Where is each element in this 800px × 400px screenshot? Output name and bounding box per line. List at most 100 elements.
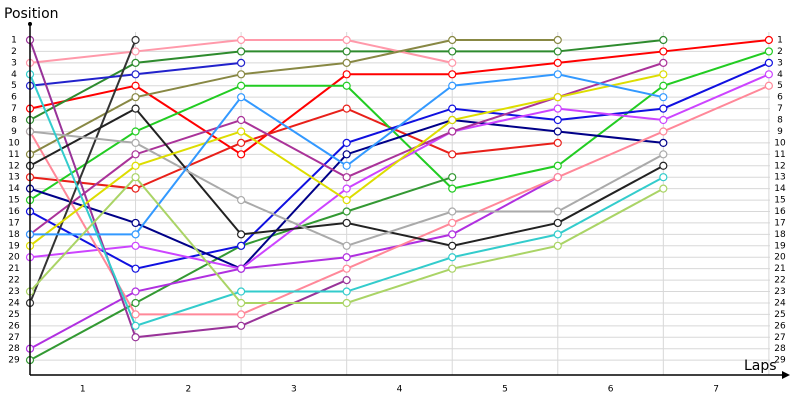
- point: [237, 70, 246, 79]
- point: [237, 35, 246, 45]
- y-tick-label: 13: [8, 173, 19, 183]
- point: [131, 218, 140, 228]
- y-tick-label: 25: [8, 310, 19, 320]
- point: [448, 253, 457, 262]
- y-tick-label: 19: [8, 241, 20, 251]
- point: [131, 298, 140, 308]
- point: [237, 115, 246, 125]
- point: [553, 58, 562, 67]
- y-tick-label: 8: [11, 116, 17, 126]
- point: [131, 321, 140, 330]
- point: [237, 230, 246, 239]
- y-tick-label-right: 19: [774, 241, 786, 251]
- point: [237, 93, 246, 102]
- y-tick-label: 1: [11, 36, 17, 46]
- point: [131, 241, 140, 250]
- point: [131, 287, 140, 296]
- point: [448, 150, 457, 159]
- point: [553, 47, 562, 56]
- point: [131, 104, 140, 113]
- y-tick-label-right: 1: [777, 36, 783, 46]
- point: [131, 47, 140, 56]
- y-tick-label-right: 2: [777, 47, 783, 57]
- y-tick-label: 23: [8, 287, 19, 297]
- y-tick-label: 12: [8, 161, 19, 171]
- y-tick-label: 10: [8, 138, 20, 148]
- y-tick-label: 18: [8, 230, 20, 240]
- point: [131, 161, 140, 170]
- y-tick-label: 29: [8, 356, 20, 366]
- y-tick-label-right: 23: [774, 287, 785, 297]
- x-tick-label: 2: [185, 385, 191, 395]
- y-tick-label-right: 11: [774, 150, 785, 160]
- y-axis-title: Position: [4, 6, 59, 22]
- point: [342, 47, 351, 56]
- point: [237, 81, 246, 90]
- point: [131, 333, 140, 342]
- y-tick-label: 24: [8, 298, 20, 308]
- y-tick-label: 14: [8, 184, 20, 194]
- point: [131, 150, 140, 159]
- point: [131, 70, 140, 79]
- y-tick-label-right: 17: [774, 218, 785, 228]
- point: [659, 47, 668, 56]
- point: [659, 138, 668, 148]
- point: [237, 287, 246, 296]
- point: [131, 184, 140, 193]
- point: [342, 264, 351, 273]
- point: [659, 35, 668, 45]
- point: [237, 195, 246, 205]
- point: [131, 138, 140, 148]
- y-tick-label-right: 15: [774, 196, 785, 206]
- y-tick-label: 9: [11, 127, 17, 137]
- point: [342, 241, 351, 250]
- y-tick-label: 28: [8, 344, 20, 354]
- y-tick-label-right: 12: [774, 161, 785, 171]
- y-tick-label: 27: [8, 333, 19, 343]
- point: [131, 310, 140, 319]
- point: [237, 150, 246, 159]
- point: [553, 127, 562, 136]
- point: [553, 161, 562, 170]
- point: [342, 58, 351, 67]
- y-tick-label-right: 22: [774, 276, 785, 286]
- y-tick-label: 21: [8, 264, 19, 274]
- y-tick-label: 4: [11, 70, 17, 80]
- point: [659, 70, 668, 79]
- point: [342, 184, 351, 193]
- series-lines: [25, 35, 773, 365]
- x-tick-label: 3: [291, 385, 297, 395]
- y-tick-label: 7: [11, 104, 17, 114]
- point: [553, 70, 562, 79]
- point: [448, 173, 457, 182]
- point: [448, 104, 457, 113]
- y-tick-label-right: 9: [777, 127, 783, 137]
- point: [764, 47, 773, 56]
- point: [342, 173, 351, 182]
- point: [553, 207, 562, 216]
- point: [659, 93, 668, 102]
- point: [448, 264, 457, 273]
- x-tick-label: 7: [713, 385, 719, 395]
- point: [764, 70, 773, 79]
- point: [659, 184, 668, 193]
- point: [342, 35, 351, 45]
- y-tick-label-right: 21: [774, 264, 785, 274]
- series-line: [29, 84, 770, 316]
- y-tick-label-right: 18: [774, 230, 786, 240]
- point: [553, 218, 562, 228]
- point: [342, 104, 351, 113]
- point: [448, 47, 457, 56]
- point: [448, 218, 457, 228]
- point: [342, 70, 351, 79]
- point: [237, 138, 246, 148]
- point: [553, 173, 562, 182]
- x-axis-title: Laps: [744, 358, 777, 374]
- x-tick-label: 5: [502, 385, 508, 395]
- y-axis-arrow: [28, 22, 32, 26]
- point: [448, 70, 457, 79]
- point: [342, 287, 351, 296]
- y-tick-label-right: 28: [774, 344, 786, 354]
- point: [448, 35, 457, 45]
